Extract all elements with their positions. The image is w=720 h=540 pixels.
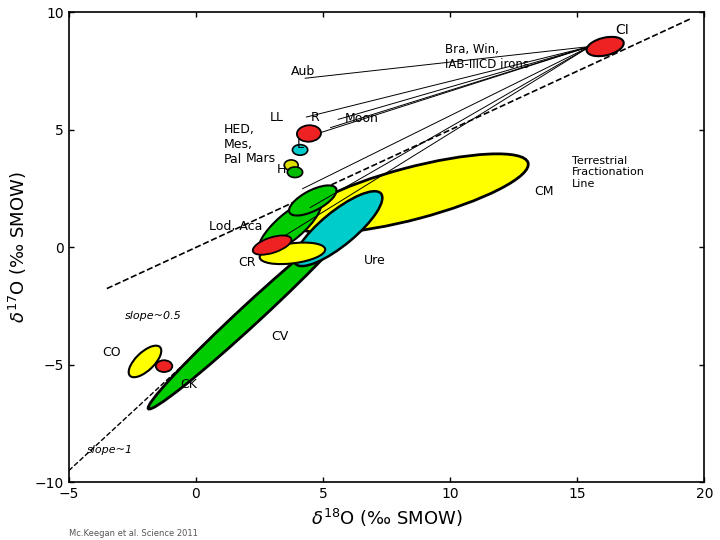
Ellipse shape [284,160,298,171]
X-axis label: $\delta^{18}$O (‰ SMOW): $\delta^{18}$O (‰ SMOW) [310,507,462,529]
Ellipse shape [587,37,624,56]
Text: Lod, Aca: Lod, Aca [209,220,262,233]
Text: Aub: Aub [290,65,315,78]
Text: slope~1: slope~1 [86,444,132,455]
Text: H: H [276,164,286,177]
Text: CK: CK [180,379,197,392]
Text: R: R [311,111,320,124]
Ellipse shape [148,218,356,409]
Text: Mc.Keegan et al. Science 2011: Mc.Keegan et al. Science 2011 [68,530,197,538]
Text: L: L [297,138,304,151]
Text: slope~0.5: slope~0.5 [125,310,181,321]
Text: CR: CR [238,256,256,269]
Y-axis label: $\delta^{17}$O (‰ SMOW): $\delta^{17}$O (‰ SMOW) [7,172,29,323]
Text: CM: CM [534,185,554,198]
Ellipse shape [294,191,382,266]
Text: Bra, Win,
IAB-IIICD irons: Bra, Win, IAB-IIICD irons [445,43,529,71]
Text: HED,
Mes,
Pal: HED, Mes, Pal [224,123,255,166]
Ellipse shape [129,346,161,377]
Ellipse shape [258,199,321,254]
Ellipse shape [287,167,302,178]
Ellipse shape [156,360,172,372]
Text: CV: CV [271,330,288,343]
Ellipse shape [296,154,528,233]
Ellipse shape [289,185,336,215]
Ellipse shape [292,145,307,155]
Ellipse shape [253,235,292,255]
Text: Moon: Moon [345,112,379,125]
Ellipse shape [260,242,325,264]
Text: CI: CI [616,23,629,37]
Text: Ure: Ure [364,254,385,267]
Text: CO: CO [103,346,121,359]
Ellipse shape [297,125,321,141]
Text: Mars: Mars [246,152,276,165]
Text: LL: LL [270,111,284,124]
Text: Terrestrial
Fractionation
Line: Terrestrial Fractionation Line [572,156,645,189]
